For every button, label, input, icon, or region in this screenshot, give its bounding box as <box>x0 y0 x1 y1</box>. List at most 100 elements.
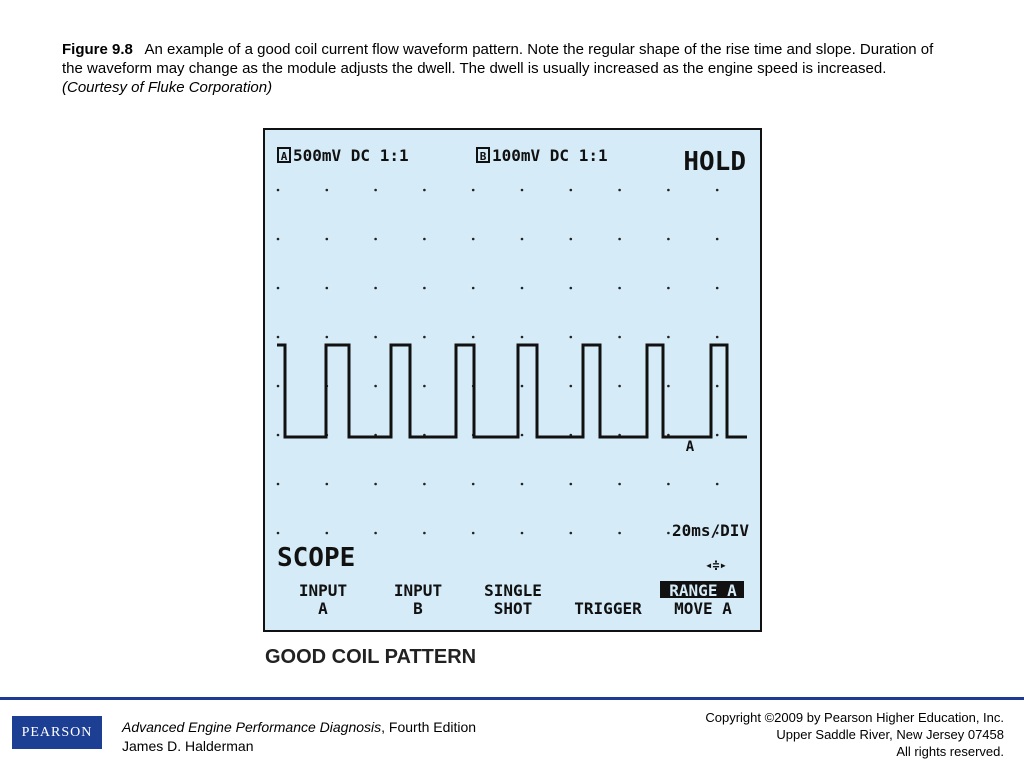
grid-dot <box>667 188 670 192</box>
figure-label: Figure 9.8 <box>62 41 133 58</box>
book-info: Advanced Engine Performance Diagnosis, F… <box>122 718 476 756</box>
grid-dot <box>423 237 426 241</box>
channel-setting: 100mV DC 1:1 <box>492 146 608 165</box>
credit: (Courtesy of Fluke Corporation) <box>62 79 273 96</box>
grid-dot <box>715 433 719 437</box>
grid-dot <box>471 188 475 192</box>
copyright-line: Copyright ©2009 by Pearson Higher Educat… <box>705 710 1004 725</box>
grid-dot <box>276 335 280 339</box>
grid-dot <box>423 286 426 290</box>
softkey-label: SHOT <box>494 599 533 618</box>
grid-dot <box>618 531 621 535</box>
grid-dot <box>618 237 621 241</box>
grid-dot <box>520 531 524 535</box>
grid-dot <box>667 482 670 486</box>
grid-dot <box>471 286 475 290</box>
mode: SCOPE <box>277 543 355 573</box>
arrows-icon: ◂≑▸ <box>705 558 727 572</box>
copyright: Copyright ©2009 by Pearson Higher Educat… <box>705 709 1004 760</box>
grid-dot <box>618 286 621 290</box>
grid-dot <box>667 531 670 535</box>
softkey-label: MOVE A <box>674 599 732 618</box>
grid-dot <box>423 384 426 388</box>
edition: , Fourth Edition <box>381 719 477 735</box>
screen-frame <box>263 128 762 632</box>
grid-dot <box>471 482 475 486</box>
grid-dot <box>423 335 426 339</box>
figure-title: GOOD COIL PATTERN <box>265 646 477 668</box>
grid-dot <box>667 384 670 388</box>
grid-dot <box>715 384 719 388</box>
grid-dot <box>276 433 280 437</box>
grid-dot <box>325 237 329 241</box>
softkey-label: INPUT <box>299 581 347 600</box>
cursor-marker: A <box>686 439 695 455</box>
copyright-line: All rights reserved. <box>896 744 1004 759</box>
grid-dot <box>423 482 426 486</box>
grid-dots <box>276 188 719 535</box>
waveform <box>277 343 747 439</box>
grid-dot <box>569 286 573 290</box>
grid-dot <box>374 482 377 486</box>
grid-dot <box>374 531 377 535</box>
grid-dot <box>667 237 670 241</box>
grid-dot <box>618 335 621 339</box>
grid-dot <box>374 286 377 290</box>
author: James D. Halderman <box>122 738 254 754</box>
channel-icon: A <box>281 150 288 163</box>
grid-dot <box>374 237 377 241</box>
grid-dot <box>569 384 573 388</box>
softkey-label: B <box>413 599 423 618</box>
grid-dot <box>325 335 329 339</box>
channel-setting: 500mV DC 1:1 <box>293 146 409 165</box>
scope-screen: A 500mV DC 1:1 B 100mV DC 1:1 HOLD A 20m… <box>263 128 762 632</box>
caption-text: An example of a good coil current flow w… <box>62 41 934 77</box>
grid-dot <box>374 335 377 339</box>
grid-dot <box>618 188 621 192</box>
grid-dot <box>520 286 524 290</box>
hold-status: HOLD <box>683 147 746 177</box>
grid-dot <box>276 237 280 241</box>
book-title: Advanced Engine Performance Diagnosis <box>122 719 382 735</box>
grid-dot <box>276 482 280 486</box>
grid-dot <box>715 237 719 241</box>
grid-dot <box>618 384 621 388</box>
grid-dot <box>520 482 524 486</box>
grid-dot <box>374 384 377 388</box>
grid-dot <box>325 531 329 535</box>
copyright-line: Upper Saddle River, New Jersey 07458 <box>776 727 1004 742</box>
grid-dot <box>276 384 280 388</box>
grid-dot <box>520 335 524 339</box>
softkey-label: RANGE A <box>669 581 737 600</box>
grid-dot <box>667 335 670 339</box>
grid-dot <box>520 384 524 388</box>
grid-dot <box>423 188 426 192</box>
icon-box <box>277 147 291 163</box>
grid-dot <box>520 188 524 192</box>
logo: PEARSON <box>12 716 102 749</box>
highlight <box>660 581 744 598</box>
caption: Figure 9.8 An example of a good coil cur… <box>62 40 942 97</box>
grid-dot <box>471 335 475 339</box>
grid-dot <box>569 188 573 192</box>
grid-dot <box>325 188 329 192</box>
grid-dot <box>471 531 475 535</box>
grid-dot <box>715 531 719 535</box>
softkey-label: TRIGGER <box>574 599 642 618</box>
grid-dot <box>471 237 475 241</box>
grid-dot <box>715 188 719 192</box>
grid-dot <box>276 188 280 192</box>
channel-icon: B <box>480 150 487 163</box>
grid-dot <box>715 335 719 339</box>
softkey-label: A <box>318 599 328 618</box>
grid-dot <box>276 531 280 535</box>
timebase: 20ms/DIV <box>672 521 749 540</box>
grid-dot <box>715 286 719 290</box>
grid-dot <box>715 482 719 486</box>
grid-dot <box>325 482 329 486</box>
softkey-label: INPUT <box>394 581 442 600</box>
grid-dot <box>325 286 329 290</box>
grid-dot <box>423 531 426 535</box>
grid-dot <box>618 482 621 486</box>
grid-dot <box>374 188 377 192</box>
